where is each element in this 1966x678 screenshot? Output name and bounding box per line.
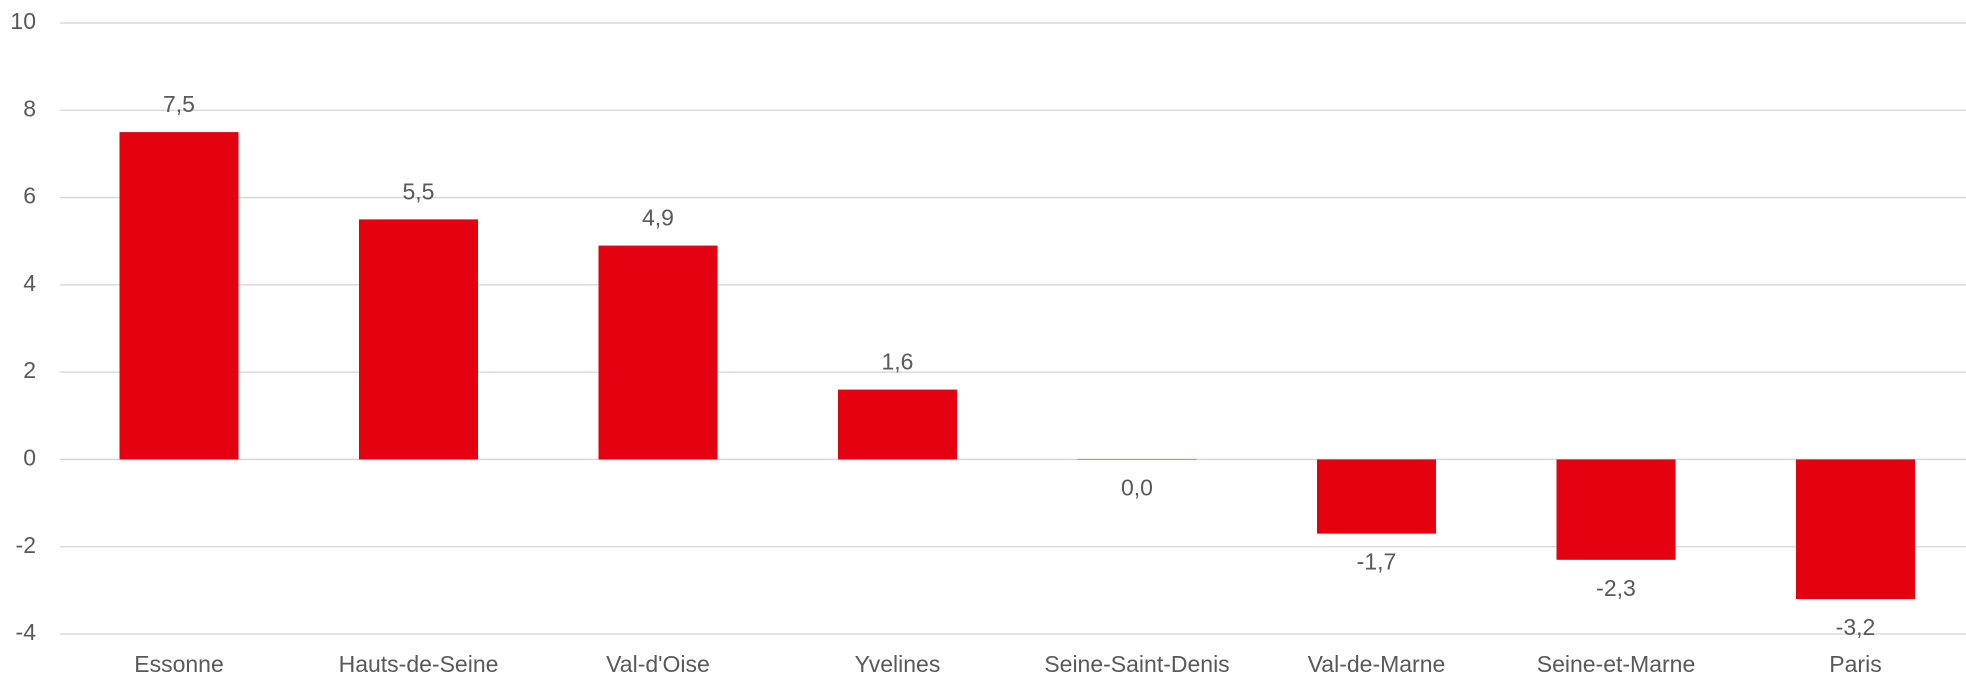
x-tick-label: Essonne xyxy=(134,651,224,677)
bar xyxy=(1317,459,1436,534)
bar xyxy=(838,389,957,460)
bar xyxy=(1556,459,1676,560)
x-tick-label: Yvelines xyxy=(855,651,941,677)
y-tick-label: 4 xyxy=(23,270,36,296)
data-label: -2,3 xyxy=(1596,575,1636,601)
y-tick-label: 8 xyxy=(23,95,36,121)
data-label: 4,9 xyxy=(642,205,674,231)
bar xyxy=(1796,459,1915,600)
bar xyxy=(598,245,718,460)
y-tick-label: 0 xyxy=(23,445,36,471)
data-label: 7,5 xyxy=(163,91,195,117)
bar xyxy=(119,132,239,460)
data-label: 1,6 xyxy=(882,349,914,375)
data-label: 5,5 xyxy=(403,178,435,204)
y-tick-label: 2 xyxy=(23,357,36,383)
y-tick-label: -4 xyxy=(16,619,37,645)
y-tick-label: -2 xyxy=(16,532,36,558)
x-tick-label: Val-d'Oise xyxy=(606,651,710,677)
y-tick-label: 6 xyxy=(23,183,36,209)
x-tick-label: Seine-Saint-Denis xyxy=(1044,651,1229,677)
bar xyxy=(1077,458,1197,460)
y-tick-label: 10 xyxy=(10,8,36,34)
x-tick-label: Seine-et-Marne xyxy=(1537,651,1696,677)
bar xyxy=(359,219,478,460)
x-tick-label: Paris xyxy=(1829,651,1881,677)
data-label: 0,0 xyxy=(1121,475,1153,501)
x-tick-label: Hauts-de-Seine xyxy=(339,651,499,677)
data-label: -1,7 xyxy=(1357,549,1397,575)
data-label: -3,2 xyxy=(1836,614,1876,640)
x-tick-label: Val-de-Marne xyxy=(1308,651,1446,677)
